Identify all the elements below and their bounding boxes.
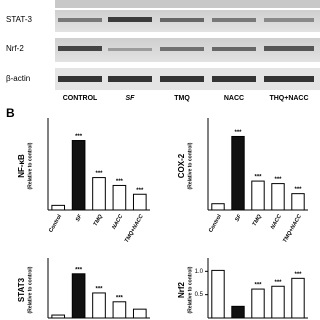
significance-label: *** bbox=[274, 177, 282, 183]
band bbox=[212, 18, 256, 22]
significance-label: *** bbox=[254, 175, 262, 181]
bar bbox=[51, 314, 66, 319]
x-tick-label: TMQ+NACC bbox=[124, 213, 145, 244]
bar bbox=[251, 180, 265, 211]
significance-label: *** bbox=[116, 295, 124, 301]
lane-label: THQ+NACC bbox=[269, 95, 308, 102]
y-axis-label: NF-κB bbox=[17, 154, 26, 178]
band bbox=[212, 76, 256, 82]
band bbox=[108, 48, 152, 51]
bar bbox=[231, 135, 245, 211]
bar bbox=[132, 193, 147, 211]
significance-label: *** bbox=[75, 134, 83, 140]
bar bbox=[231, 305, 245, 319]
y-axis-sublabel: (Relative to control) bbox=[27, 266, 33, 313]
significance-label: *** bbox=[254, 283, 262, 289]
lane-label: SF bbox=[126, 95, 136, 102]
band bbox=[160, 18, 204, 22]
y-axis-sublabel: (Relative to control) bbox=[27, 142, 33, 189]
significance-label: *** bbox=[294, 272, 302, 278]
band bbox=[264, 18, 314, 22]
significance-label: *** bbox=[234, 130, 242, 136]
x-tick-label: SF bbox=[75, 213, 84, 223]
bar bbox=[71, 140, 86, 211]
band bbox=[160, 76, 204, 82]
significance-label: *** bbox=[116, 179, 124, 185]
blot-strip bbox=[55, 0, 320, 8]
bar bbox=[112, 301, 127, 319]
band bbox=[264, 76, 314, 82]
bar bbox=[291, 277, 305, 319]
bar bbox=[271, 285, 285, 319]
y-tick-label: 1.0 bbox=[195, 269, 204, 275]
bar bbox=[271, 183, 285, 211]
y-tick-label: 0.5 bbox=[195, 292, 204, 298]
bar bbox=[92, 292, 106, 319]
x-tick-label: TMQ bbox=[93, 213, 105, 227]
significance-label: *** bbox=[95, 287, 103, 293]
x-tick-label: Control bbox=[48, 213, 63, 233]
x-tick-label: NACC bbox=[270, 213, 284, 231]
band bbox=[212, 47, 256, 51]
panel-label: B bbox=[6, 106, 15, 120]
lane-label: CONTROL bbox=[63, 95, 98, 102]
bar bbox=[112, 184, 127, 211]
bar bbox=[211, 269, 225, 319]
bar bbox=[71, 273, 86, 319]
bar bbox=[251, 288, 265, 319]
significance-label: *** bbox=[136, 188, 144, 194]
bar bbox=[132, 308, 147, 319]
lane-label: NACC bbox=[224, 95, 244, 102]
x-tick-label: TMQ bbox=[252, 213, 264, 227]
bar bbox=[51, 204, 66, 211]
significance-label: *** bbox=[274, 280, 282, 286]
band bbox=[264, 46, 314, 51]
bar bbox=[291, 193, 305, 211]
y-axis-sublabel: (Relative to control) bbox=[187, 266, 193, 313]
y-axis-sublabel: (Relative to control) bbox=[187, 142, 193, 189]
lane-label: TMQ bbox=[174, 95, 190, 102]
band bbox=[58, 76, 102, 82]
significance-label: *** bbox=[294, 187, 302, 193]
band bbox=[58, 46, 102, 51]
protein-label: Nrf-2 bbox=[6, 44, 24, 53]
protein-label: β-actin bbox=[6, 74, 30, 83]
protein-label: STAT-3 bbox=[6, 15, 32, 24]
band bbox=[108, 17, 152, 22]
bar bbox=[92, 177, 106, 211]
band bbox=[108, 76, 152, 82]
x-tick-label: TMQ+NACC bbox=[282, 213, 303, 244]
band bbox=[58, 18, 102, 22]
significance-label: *** bbox=[75, 267, 83, 273]
x-tick-label: SF bbox=[234, 213, 243, 223]
x-tick-label: NACC bbox=[111, 213, 125, 231]
y-axis-label: STAT3 bbox=[17, 277, 26, 302]
significance-label: *** bbox=[95, 171, 103, 177]
bar bbox=[211, 203, 225, 211]
y-axis-label: Nrf2 bbox=[177, 281, 186, 298]
x-tick-label: Control bbox=[208, 213, 223, 233]
band bbox=[160, 47, 204, 51]
y-axis-label: COX-2 bbox=[177, 153, 186, 178]
blot-bands bbox=[58, 17, 314, 82]
